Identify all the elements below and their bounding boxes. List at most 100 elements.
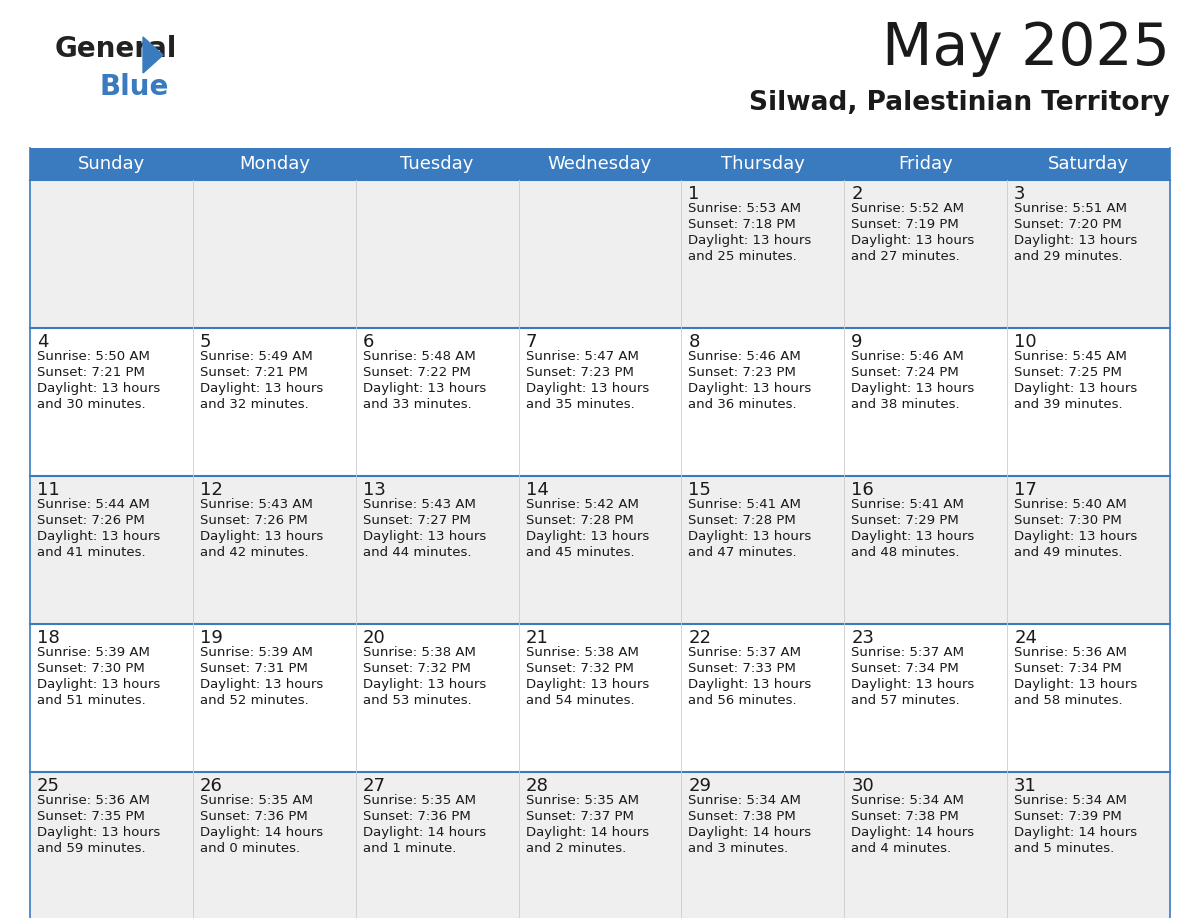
Text: Silwad, Palestinian Territory: Silwad, Palestinian Territory bbox=[750, 90, 1170, 116]
Text: and 35 minutes.: and 35 minutes. bbox=[525, 398, 634, 411]
Text: Sunset: 7:26 PM: Sunset: 7:26 PM bbox=[37, 514, 145, 527]
Bar bbox=[519, 180, 682, 328]
Bar bbox=[30, 624, 192, 772]
Text: Sunrise: 5:34 AM: Sunrise: 5:34 AM bbox=[1015, 794, 1127, 807]
Text: Sunrise: 5:41 AM: Sunrise: 5:41 AM bbox=[852, 498, 965, 511]
Text: Sunrise: 5:46 AM: Sunrise: 5:46 AM bbox=[688, 350, 801, 363]
Text: Sunrise: 5:45 AM: Sunrise: 5:45 AM bbox=[1015, 350, 1127, 363]
Bar bbox=[519, 772, 682, 918]
Text: Sunrise: 5:43 AM: Sunrise: 5:43 AM bbox=[200, 498, 312, 511]
Text: 12: 12 bbox=[200, 481, 222, 499]
Text: Sunset: 7:26 PM: Sunset: 7:26 PM bbox=[200, 514, 308, 527]
Bar bbox=[845, 476, 1007, 624]
Text: and 2 minutes.: and 2 minutes. bbox=[525, 842, 626, 855]
Text: General: General bbox=[55, 35, 177, 63]
Text: Daylight: 14 hours: Daylight: 14 hours bbox=[688, 826, 811, 839]
Text: 23: 23 bbox=[852, 629, 874, 647]
Text: 6: 6 bbox=[362, 333, 374, 351]
Text: and 33 minutes.: and 33 minutes. bbox=[362, 398, 472, 411]
Text: Sunset: 7:35 PM: Sunset: 7:35 PM bbox=[37, 810, 145, 823]
Text: Sunrise: 5:50 AM: Sunrise: 5:50 AM bbox=[37, 350, 150, 363]
Text: Sunrise: 5:35 AM: Sunrise: 5:35 AM bbox=[200, 794, 312, 807]
Text: Thursday: Thursday bbox=[721, 155, 804, 173]
Bar bbox=[30, 148, 1170, 180]
Text: and 48 minutes.: and 48 minutes. bbox=[852, 546, 960, 559]
Text: Daylight: 13 hours: Daylight: 13 hours bbox=[688, 678, 811, 691]
Text: and 5 minutes.: and 5 minutes. bbox=[1015, 842, 1114, 855]
Bar bbox=[192, 772, 355, 918]
Text: Daylight: 13 hours: Daylight: 13 hours bbox=[525, 530, 649, 543]
Text: Sunset: 7:18 PM: Sunset: 7:18 PM bbox=[688, 218, 796, 231]
Text: 16: 16 bbox=[852, 481, 874, 499]
Text: Daylight: 14 hours: Daylight: 14 hours bbox=[852, 826, 974, 839]
Text: 10: 10 bbox=[1015, 333, 1037, 351]
Text: Sunrise: 5:42 AM: Sunrise: 5:42 AM bbox=[525, 498, 638, 511]
Text: Daylight: 13 hours: Daylight: 13 hours bbox=[200, 382, 323, 395]
Text: Daylight: 13 hours: Daylight: 13 hours bbox=[200, 530, 323, 543]
Bar bbox=[30, 180, 192, 328]
Bar bbox=[1007, 180, 1170, 328]
Text: Daylight: 13 hours: Daylight: 13 hours bbox=[37, 382, 160, 395]
Text: 8: 8 bbox=[688, 333, 700, 351]
Polygon shape bbox=[143, 37, 163, 73]
Text: Daylight: 13 hours: Daylight: 13 hours bbox=[362, 530, 486, 543]
Text: Sunset: 7:38 PM: Sunset: 7:38 PM bbox=[852, 810, 959, 823]
Text: 28: 28 bbox=[525, 777, 549, 795]
Text: Sunrise: 5:49 AM: Sunrise: 5:49 AM bbox=[200, 350, 312, 363]
Bar bbox=[682, 328, 845, 476]
Text: Sunrise: 5:35 AM: Sunrise: 5:35 AM bbox=[525, 794, 639, 807]
Text: Sunrise: 5:39 AM: Sunrise: 5:39 AM bbox=[37, 646, 150, 659]
Text: and 49 minutes.: and 49 minutes. bbox=[1015, 546, 1123, 559]
Text: Daylight: 13 hours: Daylight: 13 hours bbox=[37, 678, 160, 691]
Bar bbox=[1007, 772, 1170, 918]
Text: 17: 17 bbox=[1015, 481, 1037, 499]
Text: Sunrise: 5:53 AM: Sunrise: 5:53 AM bbox=[688, 202, 802, 215]
Text: Sunrise: 5:34 AM: Sunrise: 5:34 AM bbox=[688, 794, 801, 807]
Text: Daylight: 13 hours: Daylight: 13 hours bbox=[525, 678, 649, 691]
Bar bbox=[519, 328, 682, 476]
Text: and 41 minutes.: and 41 minutes. bbox=[37, 546, 146, 559]
Text: Sunset: 7:37 PM: Sunset: 7:37 PM bbox=[525, 810, 633, 823]
Text: Sunset: 7:32 PM: Sunset: 7:32 PM bbox=[525, 662, 633, 675]
Text: Daylight: 13 hours: Daylight: 13 hours bbox=[1015, 678, 1137, 691]
Text: Sunrise: 5:37 AM: Sunrise: 5:37 AM bbox=[688, 646, 802, 659]
Text: Daylight: 13 hours: Daylight: 13 hours bbox=[1015, 234, 1137, 247]
Bar bbox=[682, 180, 845, 328]
Text: Sunrise: 5:44 AM: Sunrise: 5:44 AM bbox=[37, 498, 150, 511]
Text: Sunrise: 5:52 AM: Sunrise: 5:52 AM bbox=[852, 202, 965, 215]
Text: Sunset: 7:21 PM: Sunset: 7:21 PM bbox=[37, 366, 145, 379]
Text: 30: 30 bbox=[852, 777, 874, 795]
Text: Monday: Monday bbox=[239, 155, 310, 173]
Text: and 51 minutes.: and 51 minutes. bbox=[37, 694, 146, 707]
Text: and 58 minutes.: and 58 minutes. bbox=[1015, 694, 1123, 707]
Text: 11: 11 bbox=[37, 481, 59, 499]
Text: Daylight: 13 hours: Daylight: 13 hours bbox=[1015, 530, 1137, 543]
Text: Sunset: 7:25 PM: Sunset: 7:25 PM bbox=[1015, 366, 1121, 379]
Text: Sunset: 7:33 PM: Sunset: 7:33 PM bbox=[688, 662, 796, 675]
Text: and 53 minutes.: and 53 minutes. bbox=[362, 694, 472, 707]
Text: Sunrise: 5:46 AM: Sunrise: 5:46 AM bbox=[852, 350, 963, 363]
Text: 26: 26 bbox=[200, 777, 222, 795]
Bar bbox=[845, 180, 1007, 328]
Text: and 56 minutes.: and 56 minutes. bbox=[688, 694, 797, 707]
Text: 25: 25 bbox=[37, 777, 61, 795]
Text: 9: 9 bbox=[852, 333, 862, 351]
Text: Sunset: 7:28 PM: Sunset: 7:28 PM bbox=[688, 514, 796, 527]
Text: 2: 2 bbox=[852, 185, 862, 203]
Bar bbox=[845, 772, 1007, 918]
Text: Sunset: 7:34 PM: Sunset: 7:34 PM bbox=[1015, 662, 1121, 675]
Text: Sunrise: 5:43 AM: Sunrise: 5:43 AM bbox=[362, 498, 475, 511]
Bar bbox=[845, 328, 1007, 476]
Text: and 1 minute.: and 1 minute. bbox=[362, 842, 456, 855]
Bar bbox=[192, 476, 355, 624]
Bar bbox=[682, 772, 845, 918]
Text: and 38 minutes.: and 38 minutes. bbox=[852, 398, 960, 411]
Text: and 59 minutes.: and 59 minutes. bbox=[37, 842, 146, 855]
Text: and 36 minutes.: and 36 minutes. bbox=[688, 398, 797, 411]
Text: and 52 minutes.: and 52 minutes. bbox=[200, 694, 309, 707]
Text: Daylight: 13 hours: Daylight: 13 hours bbox=[688, 530, 811, 543]
Bar bbox=[355, 328, 519, 476]
Text: Daylight: 13 hours: Daylight: 13 hours bbox=[688, 234, 811, 247]
Text: Sunrise: 5:36 AM: Sunrise: 5:36 AM bbox=[37, 794, 150, 807]
Text: and 25 minutes.: and 25 minutes. bbox=[688, 250, 797, 263]
